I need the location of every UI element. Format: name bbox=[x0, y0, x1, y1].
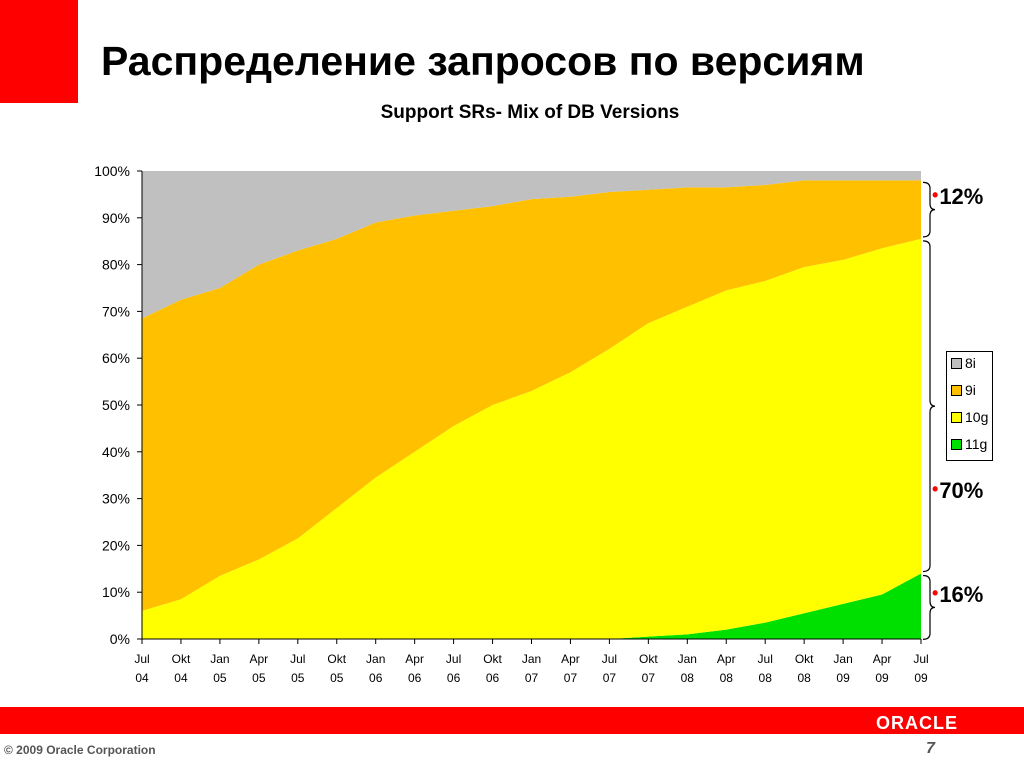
legend-label-10g: 10g bbox=[965, 409, 989, 425]
x-tick-label: 07 bbox=[564, 671, 578, 685]
x-tick-label: Jul bbox=[913, 652, 928, 666]
x-tick-label: Okt bbox=[795, 652, 814, 666]
x-tick-label: 07 bbox=[603, 671, 617, 685]
x-tick-label: Jan bbox=[366, 652, 385, 666]
y-tick-label: 100% bbox=[94, 163, 130, 179]
x-tick-label: Apr bbox=[250, 652, 269, 666]
x-tick-label: 09 bbox=[836, 671, 850, 685]
area-series-8i bbox=[142, 171, 921, 319]
x-tick-label: 09 bbox=[914, 671, 928, 685]
page-number: 7 bbox=[926, 740, 935, 757]
x-tick-label: Okt bbox=[327, 652, 346, 666]
x-tick-label: 05 bbox=[291, 671, 305, 685]
x-tick-label: 06 bbox=[369, 671, 383, 685]
legend-label-9i: 9i bbox=[965, 382, 976, 398]
brace-9i bbox=[922, 181, 936, 238]
legend-swatch-9i bbox=[951, 384, 962, 396]
legend-label-8i: 8i bbox=[965, 355, 976, 371]
callout-middle: •70% bbox=[932, 478, 983, 504]
callout-middle-value: 70% bbox=[939, 478, 984, 503]
x-tick-label: Jan bbox=[522, 652, 541, 666]
x-tick-label: 04 bbox=[135, 671, 149, 685]
area-series-11g bbox=[142, 573, 921, 639]
x-tick-label: Apr bbox=[873, 652, 892, 666]
y-tick-label: 10% bbox=[102, 584, 130, 600]
x-tick-label: Apr bbox=[561, 652, 580, 666]
x-tick-label: Jul bbox=[134, 652, 149, 666]
x-tick-label: Jul bbox=[602, 652, 617, 666]
y-tick-label: 90% bbox=[102, 210, 130, 226]
oracle-logo: ORACLE bbox=[876, 713, 958, 733]
x-tick-label: 06 bbox=[486, 671, 500, 685]
x-tick-label: Jul bbox=[446, 652, 461, 666]
area-chart: Support SRs- Mix of DB Versions 0% 10% 20%… bbox=[94, 102, 936, 685]
x-tick-label: 08 bbox=[720, 671, 734, 685]
area-series-9i bbox=[142, 180, 921, 611]
x-tick-label: 05 bbox=[330, 671, 344, 685]
callout-bottom-value: 16% bbox=[939, 582, 984, 607]
x-tick-label: Jan bbox=[210, 652, 229, 666]
x-tick-label: Jul bbox=[290, 652, 305, 666]
x-tick-label: 08 bbox=[797, 671, 811, 685]
x-tick-label: Apr bbox=[717, 652, 736, 666]
callout-top-value: 12% bbox=[939, 184, 984, 209]
x-tick-label: Okt bbox=[483, 652, 502, 666]
bullet-icon: • bbox=[932, 479, 939, 499]
x-tick-label: Okt bbox=[639, 652, 658, 666]
bullet-icon: • bbox=[932, 583, 939, 603]
footer-bar bbox=[0, 707, 1024, 734]
y-tick-label: 60% bbox=[102, 350, 130, 366]
x-tick-label: Okt bbox=[172, 652, 191, 666]
brace-10g bbox=[922, 240, 936, 573]
x-tick-label: 05 bbox=[213, 671, 227, 685]
legend-swatch-11g bbox=[951, 438, 962, 450]
chart-legend: 8i 9i 10g 11g bbox=[946, 351, 993, 461]
x-tick-label: 09 bbox=[875, 671, 889, 685]
legend-item-11g: 11g bbox=[951, 435, 987, 453]
callout-bottom: •16% bbox=[932, 582, 983, 608]
x-tick-label: 08 bbox=[681, 671, 695, 685]
y-tick-label: 20% bbox=[102, 537, 130, 553]
x-tick-label: Jan bbox=[833, 652, 852, 666]
y-tick-label: 70% bbox=[102, 303, 130, 319]
y-tick-label: 40% bbox=[102, 444, 130, 460]
x-tick-label: 04 bbox=[174, 671, 188, 685]
copyright-text: © 2009 Oracle Corporation bbox=[4, 743, 156, 757]
x-tick-label: 08 bbox=[759, 671, 773, 685]
x-tick-label: 06 bbox=[447, 671, 461, 685]
legend-item-8i: 8i bbox=[951, 354, 976, 372]
red-corner-block bbox=[0, 0, 78, 103]
legend-item-10g: 10g bbox=[951, 408, 988, 426]
x-tick-label: Apr bbox=[405, 652, 424, 666]
legend-label-11g: 11g bbox=[965, 436, 988, 452]
x-tick-label: 05 bbox=[252, 671, 266, 685]
y-tick-label: 0% bbox=[110, 631, 130, 647]
y-tick-label: 50% bbox=[102, 397, 130, 413]
y-tick-label: 30% bbox=[102, 491, 130, 507]
x-tick-label: Jul bbox=[758, 652, 773, 666]
x-tick-label: 07 bbox=[642, 671, 656, 685]
legend-item-9i: 9i bbox=[951, 381, 976, 399]
x-tick-label: Jan bbox=[678, 652, 697, 666]
slide-title: Распределение запросов по версиям bbox=[101, 38, 865, 84]
bullet-icon: • bbox=[932, 185, 939, 205]
area-series-10g bbox=[142, 238, 921, 640]
x-tick-label: 06 bbox=[408, 671, 422, 685]
legend-swatch-10g bbox=[951, 411, 962, 423]
callout-top: •12% bbox=[932, 184, 983, 210]
y-tick-label: 80% bbox=[102, 257, 130, 273]
legend-swatch-8i bbox=[951, 357, 962, 369]
brace-11g bbox=[922, 574, 936, 640]
chart-title: Support SRs- Mix of DB Versions bbox=[381, 102, 680, 123]
x-tick-label: 07 bbox=[525, 671, 539, 685]
